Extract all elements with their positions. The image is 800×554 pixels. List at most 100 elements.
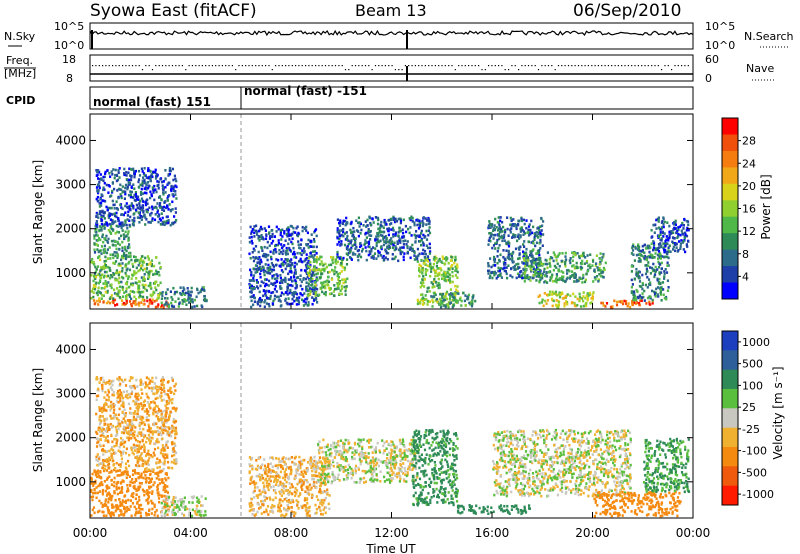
- echo-cell: [322, 268, 325, 271]
- echo-cell: [499, 272, 502, 275]
- echo-cell: [95, 376, 98, 379]
- echo-cell: [128, 178, 131, 182]
- echo-cell: [121, 229, 124, 232]
- echo-cell: [507, 244, 511, 248]
- nave-point: [418, 65, 420, 67]
- echo-cell: [97, 281, 101, 285]
- nave-point: [311, 65, 313, 67]
- echo-cell: [342, 234, 345, 238]
- echo-cell: [300, 268, 303, 272]
- echo-cell: [452, 304, 455, 307]
- echo-cell: [463, 299, 466, 303]
- echo-cell: [155, 509, 158, 512]
- echo-cell: [267, 271, 270, 275]
- echo-cell: [140, 431, 143, 434]
- echo-cell: [537, 267, 540, 271]
- echo-cell: [151, 492, 154, 495]
- echo-cell: [141, 421, 144, 425]
- echo-cell: [325, 265, 328, 269]
- nave-point: [514, 65, 516, 67]
- echo-cell: [137, 457, 141, 461]
- echo-cell: [156, 471, 159, 475]
- echo-cell: [314, 258, 317, 261]
- echo-cell: [423, 256, 426, 259]
- echo-cell: [134, 487, 137, 491]
- echo-cell: [537, 226, 540, 230]
- echo-cell: [128, 206, 131, 209]
- echo-cell: [141, 206, 145, 210]
- echo-cell: [107, 395, 111, 399]
- echo-cell: [665, 297, 668, 301]
- echo-cell: [260, 298, 263, 302]
- echo-cell: [366, 231, 369, 235]
- echo-cell: [164, 291, 168, 294]
- echo-cell: [144, 473, 147, 477]
- echo-cell: [162, 431, 165, 435]
- echo-cell: [102, 469, 106, 473]
- echo-cell: [343, 232, 346, 235]
- echo-cell: [654, 265, 657, 269]
- echo-cell: [151, 302, 154, 305]
- echo-cell: [313, 230, 316, 234]
- echo-cell: [160, 212, 163, 215]
- echo-cell: [651, 289, 654, 293]
- echo-cell: [127, 181, 130, 184]
- echo-cell: [286, 264, 289, 268]
- echo-cell: [426, 303, 429, 306]
- echo-cell: [256, 286, 260, 290]
- echo-cell: [135, 507, 138, 511]
- echo-cell: [135, 195, 138, 198]
- echo-cell: [113, 468, 116, 472]
- echo-cell: [402, 231, 405, 235]
- echo-cell: [334, 260, 337, 264]
- echo-cell: [125, 296, 128, 300]
- echo-cell: [140, 301, 143, 304]
- echo-cell: [166, 381, 169, 384]
- echo-cell: [377, 227, 380, 231]
- echo-cell: [134, 281, 137, 284]
- echo-cell: [150, 173, 153, 176]
- echo-cell: [372, 257, 375, 260]
- echo-cell: [439, 303, 442, 307]
- echo-cell: [503, 266, 506, 269]
- echo-cell: [420, 229, 423, 233]
- nave-point: [671, 69, 673, 71]
- echo-cell: [109, 494, 112, 498]
- echo-cell: [561, 275, 564, 278]
- echo-cell: [374, 216, 377, 219]
- nave-point: [438, 65, 440, 67]
- echo-cell: [92, 284, 96, 287]
- echo-cell: [155, 269, 158, 273]
- echo-cell: [586, 292, 589, 295]
- echo-cell: [506, 276, 509, 280]
- echo-cell: [540, 216, 543, 220]
- echo-cell: [120, 473, 123, 477]
- echo-cell: [390, 222, 393, 225]
- echo-cell: [172, 178, 175, 182]
- echo-cell: [318, 293, 321, 297]
- echo-cell: [288, 246, 291, 250]
- echo-cell: [666, 242, 669, 246]
- echo-cell: [552, 268, 555, 272]
- echo-cell: [574, 295, 577, 298]
- echo-cell: [146, 296, 149, 299]
- nave-point: [614, 65, 616, 67]
- nave-point: [494, 65, 496, 67]
- echo-cell: [120, 471, 123, 475]
- echo-cell: [487, 272, 490, 275]
- echo-cell: [489, 226, 492, 229]
- echo-cell: [411, 243, 414, 247]
- echo-cell: [155, 391, 158, 395]
- echo-cell: [505, 242, 508, 245]
- echo-cell: [154, 472, 157, 475]
- echo-cell: [600, 271, 603, 275]
- echo-cell: [609, 305, 613, 309]
- echo-cell: [158, 394, 162, 397]
- echo-cell: [267, 302, 270, 306]
- echo-cell: [634, 296, 637, 299]
- echo-cell: [343, 268, 346, 272]
- echo-cell: [203, 295, 206, 298]
- echo-cell: [682, 239, 685, 243]
- echo-cell: [164, 169, 167, 172]
- echo-cell: [503, 269, 506, 273]
